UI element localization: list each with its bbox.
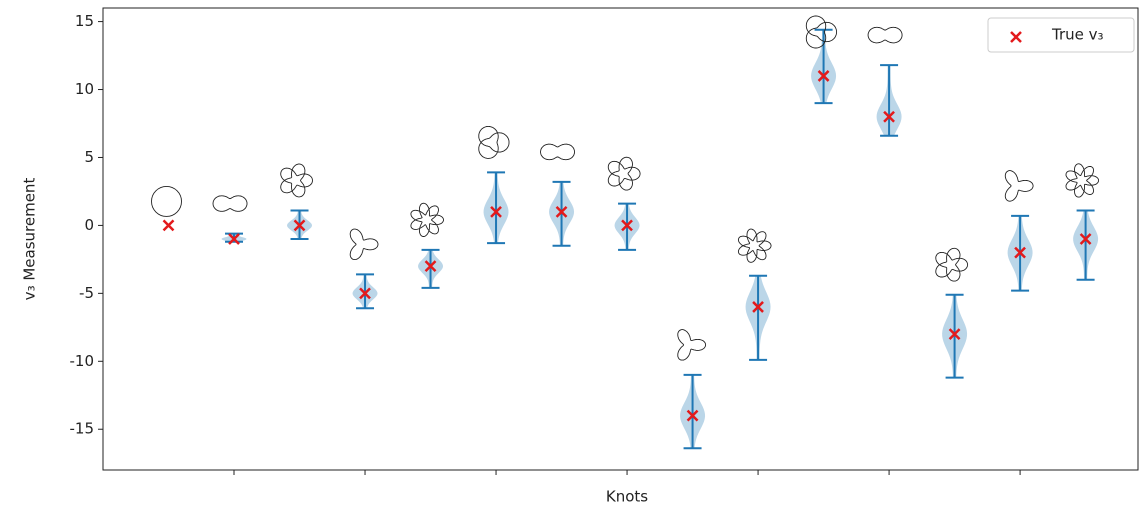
knot-diagram	[737, 228, 772, 263]
knot-diagram	[867, 26, 903, 44]
true-marker	[621, 219, 633, 232]
y-axis-label: v₃ Measurement	[21, 178, 39, 301]
knot-diagram	[1004, 170, 1034, 202]
true-marker	[424, 260, 437, 273]
true-marker	[686, 409, 699, 422]
legend-box	[987, 17, 1135, 53]
knot-diagram	[1065, 163, 1100, 198]
plot-frame	[102, 7, 1139, 471]
true-marker	[555, 205, 568, 218]
y-tick-label: 10	[75, 80, 94, 98]
true-marker	[293, 219, 306, 232]
legend-marker	[1010, 31, 1022, 43]
knot-diagram	[151, 185, 182, 217]
true-marker	[752, 301, 764, 313]
knot-diagram	[478, 125, 510, 159]
x-axis-label: Knots	[606, 488, 648, 506]
true-marker	[948, 328, 961, 341]
knot-diagram	[805, 15, 838, 49]
y-tick-label: 15	[75, 12, 94, 30]
knot-diagram	[280, 163, 313, 198]
true-marker	[490, 205, 502, 218]
true-marker	[817, 70, 830, 82]
knot-diagram	[540, 143, 575, 161]
y-tick-label: 5	[84, 148, 94, 166]
true-marker	[1079, 233, 1092, 245]
knot-diagram	[677, 329, 707, 361]
y-tick-label: -15	[70, 420, 95, 438]
true-marker	[162, 219, 175, 232]
true-marker	[359, 287, 371, 300]
true-marker	[228, 233, 240, 245]
knot-diagram	[607, 156, 641, 191]
legend-label: True v₃	[1051, 26, 1104, 44]
true-marker	[883, 110, 895, 123]
legend: True v₃	[987, 17, 1135, 53]
y-tick-label: -10	[70, 352, 95, 370]
y-tick-label: 0	[84, 216, 94, 234]
true-marker	[1014, 246, 1026, 259]
knot-diagram	[212, 195, 248, 212]
y-tick-label: -5	[79, 284, 94, 302]
knot-diagram	[410, 202, 444, 237]
knot-diagram	[349, 228, 379, 261]
knot-diagram	[935, 247, 969, 282]
